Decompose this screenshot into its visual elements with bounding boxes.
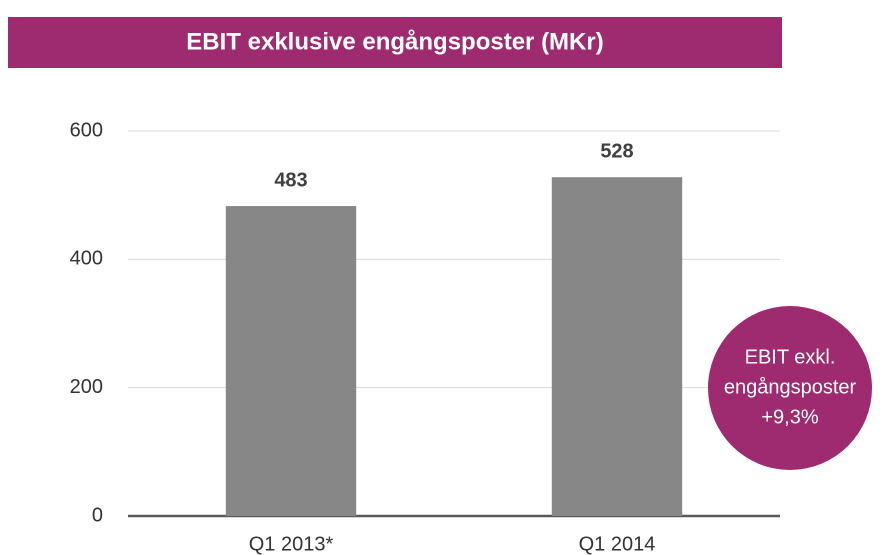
value-label: 483 (274, 169, 307, 191)
x-tick-label: Q1 2013* (249, 533, 334, 555)
annotation-text: engångsposter (724, 376, 857, 398)
y-tick-label: 400 (70, 248, 103, 270)
bar (225, 206, 357, 516)
x-tick-label: Q1 2014 (579, 533, 656, 555)
annotation-text: +9,3% (761, 406, 818, 428)
y-tick-label: 600 (70, 119, 103, 141)
y-tick-label: 200 (70, 376, 103, 398)
annotation-text: EBIT exkl. (745, 346, 836, 368)
chart-title: EBIT exklusive engångsposter (MKr) (186, 28, 603, 55)
y-tick-label: 0 (92, 504, 103, 526)
annotation-circle (708, 306, 872, 470)
value-label: 528 (600, 140, 633, 162)
title-banner (8, 17, 782, 68)
bar (551, 177, 683, 516)
